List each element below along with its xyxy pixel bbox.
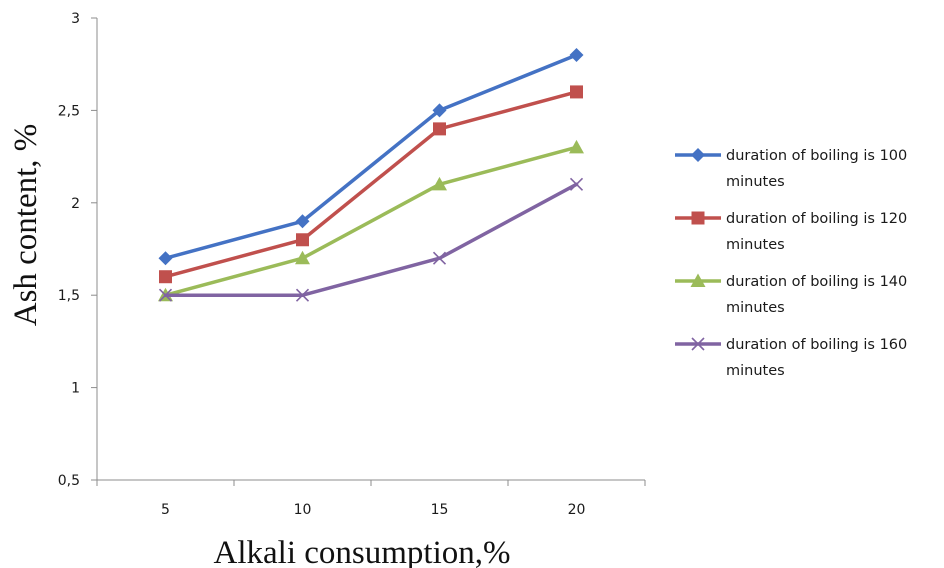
data-point (432, 176, 447, 191)
axes (96, 18, 645, 481)
series-4 (158, 177, 584, 302)
x-ticks: 5 10 15 20 (96, 480, 646, 518)
legend-label: minutes (726, 237, 785, 253)
series-layer (158, 47, 584, 302)
y-axis-title: Ash content, % (8, 124, 44, 327)
legend-label: duration of boiling is 100 (726, 148, 907, 164)
legend-label: minutes (726, 300, 785, 316)
data-point (433, 122, 446, 136)
legend: duration of boiling is 100minutesduratio… (675, 148, 907, 379)
data-point (432, 251, 447, 265)
x-tick-label: 20 (568, 502, 586, 518)
x-tick-label: 15 (431, 502, 449, 518)
series-line (163, 182, 579, 297)
y-tick-label: 0,5 (58, 473, 80, 489)
legend-item-4: duration of boiling is 160 minutes (675, 337, 907, 379)
data-point (569, 47, 584, 62)
legend-item-2: duration of boiling is 120 minutes (675, 211, 907, 253)
x-tick-label: 10 (294, 502, 312, 518)
data-point (158, 288, 173, 302)
data-point (432, 103, 447, 118)
data-point (569, 177, 584, 191)
series-line (163, 53, 579, 260)
y-tick-label: 1,5 (58, 288, 80, 304)
legend-marker (691, 337, 705, 351)
data-point (295, 288, 310, 302)
y-tick-label: 2,5 (58, 103, 80, 119)
y-tick-label: 2 (71, 196, 80, 212)
data-point (569, 139, 584, 154)
series-2 (159, 85, 583, 284)
legend-label: duration of boiling is 160 (726, 337, 907, 353)
data-point (295, 214, 310, 229)
data-point (296, 233, 309, 247)
x-tick-label: 5 (161, 502, 170, 518)
y-tick-label: 1 (71, 381, 80, 397)
x-axis-title: Alkali consumption,% (214, 535, 511, 568)
legend-marker (691, 148, 705, 162)
data-point (570, 85, 583, 99)
legend-item-3: duration of boiling is 140 minutes (675, 273, 907, 316)
y-ticks: 0,5 1 1,5 2 2,5 3 (58, 11, 97, 489)
data-point (158, 251, 173, 266)
legend-marker (690, 273, 706, 287)
legend-label: duration of boiling is 140 (726, 274, 907, 290)
legend-item-1: duration of boiling is 100 minutes (675, 148, 907, 190)
series-1 (158, 47, 584, 266)
series-line (163, 145, 579, 297)
legend-marker (691, 211, 705, 225)
data-point (295, 250, 310, 265)
y-tick-label: 3 (71, 11, 80, 27)
legend-label: duration of boiling is 120 (726, 211, 907, 227)
data-point (159, 270, 172, 284)
legend-label: minutes (726, 363, 785, 379)
legend-label: minutes (726, 174, 785, 190)
series-line (163, 90, 579, 279)
